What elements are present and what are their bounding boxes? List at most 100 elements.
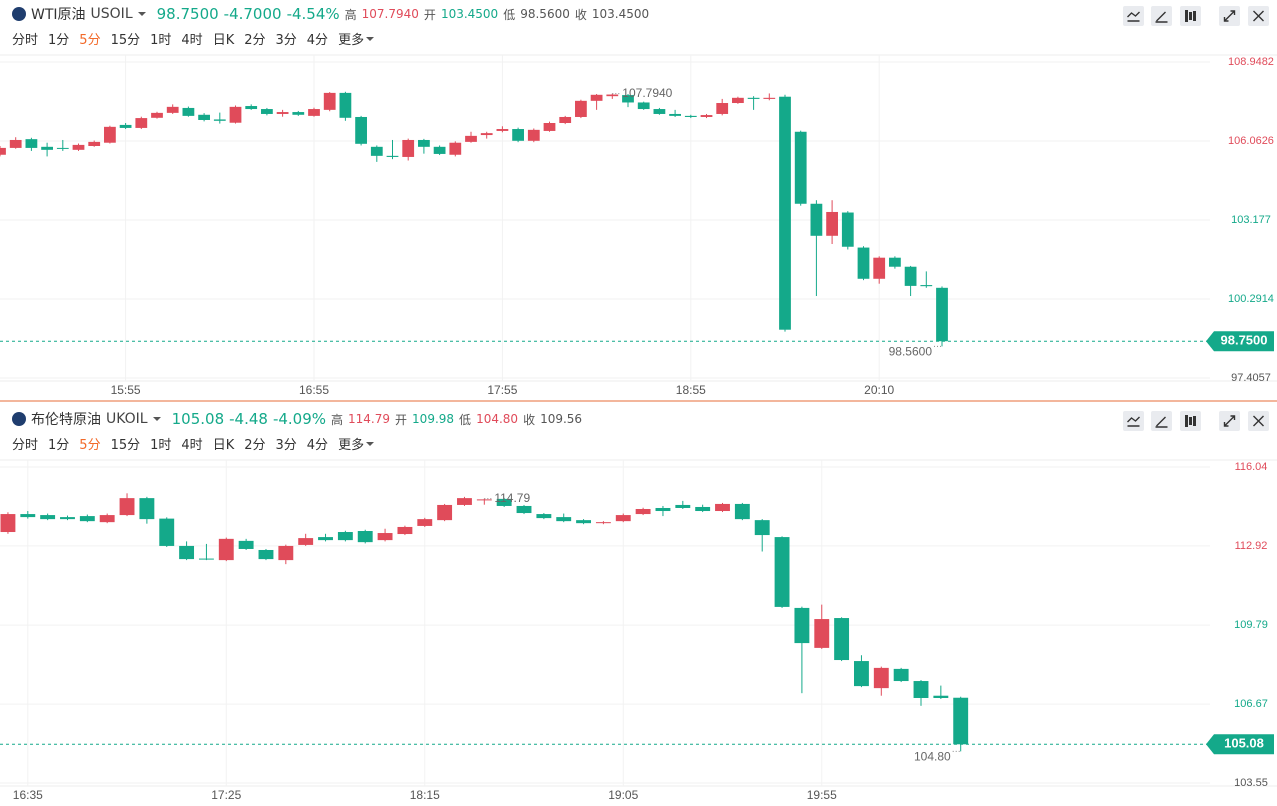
period-tab[interactable]: 日K [212, 438, 235, 453]
candle-body [559, 116, 572, 124]
candle-body [889, 257, 901, 267]
candle-body [0, 514, 16, 533]
period-tab[interactable]: 分时 [12, 438, 39, 453]
candle-body [278, 545, 294, 561]
candle-body [377, 533, 393, 541]
candle-body [418, 139, 430, 147]
candle-body [536, 514, 552, 519]
candle-body [213, 119, 226, 121]
close: 109.56 [540, 412, 583, 426]
open: 103.4500 [440, 7, 499, 21]
candle-body [904, 266, 917, 286]
candle-body [857, 247, 870, 279]
last-price-badge [1206, 734, 1274, 755]
candle-body [119, 124, 132, 128]
period-tab[interactable]: 15分 [110, 33, 141, 48]
candle-body [754, 520, 770, 536]
period-tab[interactable]: 4时 [181, 33, 203, 48]
period-tab[interactable]: 5分 [79, 33, 101, 48]
candle-body [198, 558, 214, 560]
period-tab[interactable]: 分时 [12, 33, 39, 48]
symbol[interactable]: USOIL [90, 6, 133, 22]
logo [12, 412, 26, 426]
more-dropdown[interactable] [366, 441, 375, 446]
candle-body [556, 517, 572, 522]
x-tick-label: 16:35 [13, 788, 43, 802]
period-tab[interactable]: 3分 [275, 438, 297, 453]
candle-body [159, 518, 175, 546]
candle-body [337, 532, 353, 541]
candle-body [25, 139, 38, 148]
candle-body [480, 133, 493, 136]
tool-button[interactable] [1123, 6, 1144, 26]
tool-icon [1155, 11, 1168, 23]
y-tick-label: 109.79 [1234, 619, 1268, 631]
period-tab[interactable]: 更多 [338, 33, 365, 48]
period-tab[interactable]: 15分 [110, 438, 141, 453]
candle-body [276, 112, 289, 114]
change: -4.7000 [223, 5, 282, 23]
period-tab[interactable]: 日K [212, 33, 235, 48]
y-tick-label: 106.0626 [1228, 135, 1274, 147]
candle-body [79, 516, 95, 522]
period-tab[interactable]: 4时 [181, 438, 203, 453]
tool-button[interactable] [1123, 411, 1144, 431]
quote-header: WTI原油 USOIL 98.7500 -4.7000 -4.54% 高 107.… [12, 4, 649, 24]
tool-icon [1185, 415, 1196, 427]
candle-body [9, 139, 22, 148]
candle-body [794, 607, 810, 644]
period-tab[interactable]: 4分 [306, 438, 329, 453]
period-tab[interactable]: 2分 [244, 33, 266, 48]
symbol-dropdown[interactable] [152, 417, 161, 421]
tool-icon [1223, 415, 1236, 427]
candle-body [653, 109, 666, 114]
period-tab[interactable]: 1时 [150, 438, 172, 453]
candle-body [238, 540, 254, 549]
low-label: 低 [459, 412, 472, 427]
candle-body [465, 135, 477, 142]
symbol-dropdown[interactable] [137, 12, 146, 16]
candle-body [370, 146, 383, 156]
candle-body [433, 146, 446, 154]
candle-body [179, 545, 195, 560]
period-tab[interactable]: 2分 [244, 438, 266, 453]
more-dropdown[interactable] [366, 36, 375, 41]
candle-body [637, 102, 650, 110]
candle-body [355, 116, 367, 144]
y-tick-label: 103.55 [1234, 777, 1268, 789]
high-label: 高 [344, 7, 357, 22]
y-tick-label: 112.92 [1235, 540, 1268, 552]
period-tab[interactable]: 1分 [48, 438, 70, 453]
candle-body [496, 129, 509, 131]
tool-icon [1185, 10, 1196, 22]
last-price-label: 98.7500 [1221, 333, 1268, 348]
period-tab[interactable]: 1时 [150, 33, 172, 48]
change-pct: -4.54% [286, 5, 340, 23]
x-tick-label: 18:55 [676, 383, 706, 397]
candle-body [622, 95, 634, 103]
candle-body [810, 203, 823, 236]
tool-icon [1253, 10, 1264, 22]
period-tab[interactable]: 更多 [338, 438, 365, 453]
open: 109.98 [412, 412, 455, 426]
period-tab[interactable]: 5分 [79, 438, 101, 453]
candle-body [357, 531, 373, 543]
instrument-name[interactable]: 布伦特原油 [31, 412, 101, 428]
candle-body [747, 97, 760, 99]
x-tick-label: 16:55 [299, 383, 329, 397]
period-tab[interactable]: 1分 [48, 33, 70, 48]
period-tab[interactable]: 3分 [275, 33, 297, 48]
candle-body [669, 113, 681, 116]
y-tick-label: 97.4057 [1231, 372, 1271, 384]
candle-body [841, 212, 854, 247]
symbol[interactable]: UKOIL [106, 411, 148, 427]
y-tick-label: 100.2914 [1228, 293, 1274, 305]
candle-body [763, 97, 776, 99]
candle-body [476, 499, 492, 501]
period-tab[interactable]: 4分 [306, 33, 329, 48]
candle-body [457, 498, 472, 505]
instrument-name[interactable]: WTI原油 [31, 7, 86, 23]
last-price-label: 105.08 [1224, 736, 1264, 751]
candle-body [615, 515, 631, 522]
